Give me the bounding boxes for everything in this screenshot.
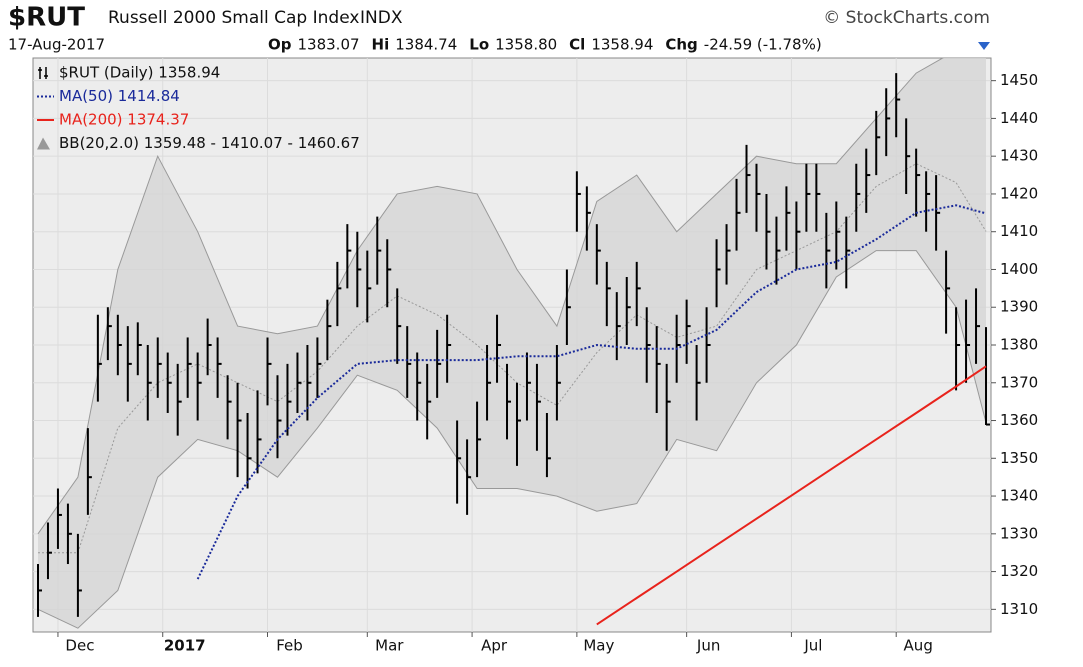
quote-label: Cl: [569, 36, 585, 54]
x-tick-label: Dec: [65, 637, 94, 655]
y-tick-label: 1330: [1000, 524, 1038, 542]
quote-label: Lo: [469, 36, 489, 54]
legend-label: BB(20,2.0) 1359.48 - 1410.07 - 1460.67: [59, 134, 360, 152]
legend-label: MA(200) 1374.37: [59, 111, 189, 129]
quote-value: -24.59 (-1.78%): [704, 36, 822, 54]
quote-value: 1358.94: [591, 36, 653, 54]
y-tick-label: 1350: [1000, 449, 1038, 467]
moving-average: [596, 365, 987, 626]
quote-label: Hi: [372, 36, 390, 54]
quote-label: Op: [268, 36, 292, 54]
quote: Op 1383.07 Hi 1384.74 Lo 1358.80 Cl 1358.94 Chg -…: [268, 36, 822, 54]
y-tick-label: 1310: [1000, 600, 1038, 618]
date: 17-Aug-2017: [8, 36, 105, 54]
axes: 1310 1320 1330 1340 1350 1360 1370 1380 1390 1400…: [57, 71, 1038, 655]
x-tick-label: Mar: [375, 637, 404, 655]
quote-label: Chg: [665, 36, 697, 54]
chart-title: $RUT: [8, 3, 85, 33]
legend: $RUT (Daily) 1358.94 MA(50) 1414.84 MA(200…: [37, 64, 360, 152]
x-tick-label: Feb: [276, 637, 303, 655]
x-tick-label: Jun: [696, 637, 720, 655]
y-tick-label: 1450: [1000, 71, 1038, 89]
y-tick-label: 1420: [1000, 184, 1038, 202]
y-tick-label: 1360: [1000, 411, 1038, 429]
quote-value: 1384.74: [395, 36, 457, 54]
y-tick-label: 1400: [1000, 260, 1038, 278]
exchange: INDX: [360, 8, 403, 28]
y-tick-label: 1320: [1000, 562, 1038, 580]
chart-subtitle: Russell 2000 Small Cap Index: [108, 8, 359, 28]
x-tick-label: Apr: [481, 637, 508, 655]
x-tick-label: 2017: [164, 637, 206, 655]
plot: [33, 58, 991, 632]
quote-value: 1358.80: [495, 36, 557, 54]
y-tick-label: 1430: [1000, 147, 1038, 165]
x-tick-label: Jul: [803, 637, 822, 655]
x-tick-label: May: [583, 637, 614, 655]
legend-label: $RUT (Daily) 1358.94: [59, 64, 220, 82]
moving-average: [196, 204, 987, 580]
y-tick-label: 1390: [1000, 298, 1038, 316]
legend-icon: [38, 67, 48, 79]
band-area: [38, 58, 986, 629]
y-tick-label: 1370: [1000, 373, 1038, 391]
band-lower: [37, 250, 987, 629]
change-arrow: [978, 42, 990, 50]
y-tick-label: 1340: [1000, 487, 1038, 505]
y-tick-label: 1440: [1000, 109, 1038, 127]
x-tick-label: Aug: [904, 637, 933, 655]
legend-icon: [37, 137, 50, 150]
y-tick-label: 1380: [1000, 336, 1038, 354]
legend-label: MA(50) 1414.84: [59, 87, 180, 105]
credit: © StockCharts.com: [823, 8, 990, 28]
y-tick-label: 1410: [1000, 222, 1038, 240]
quote-value: 1383.07: [298, 36, 360, 54]
band-upper: [37, 58, 944, 535]
